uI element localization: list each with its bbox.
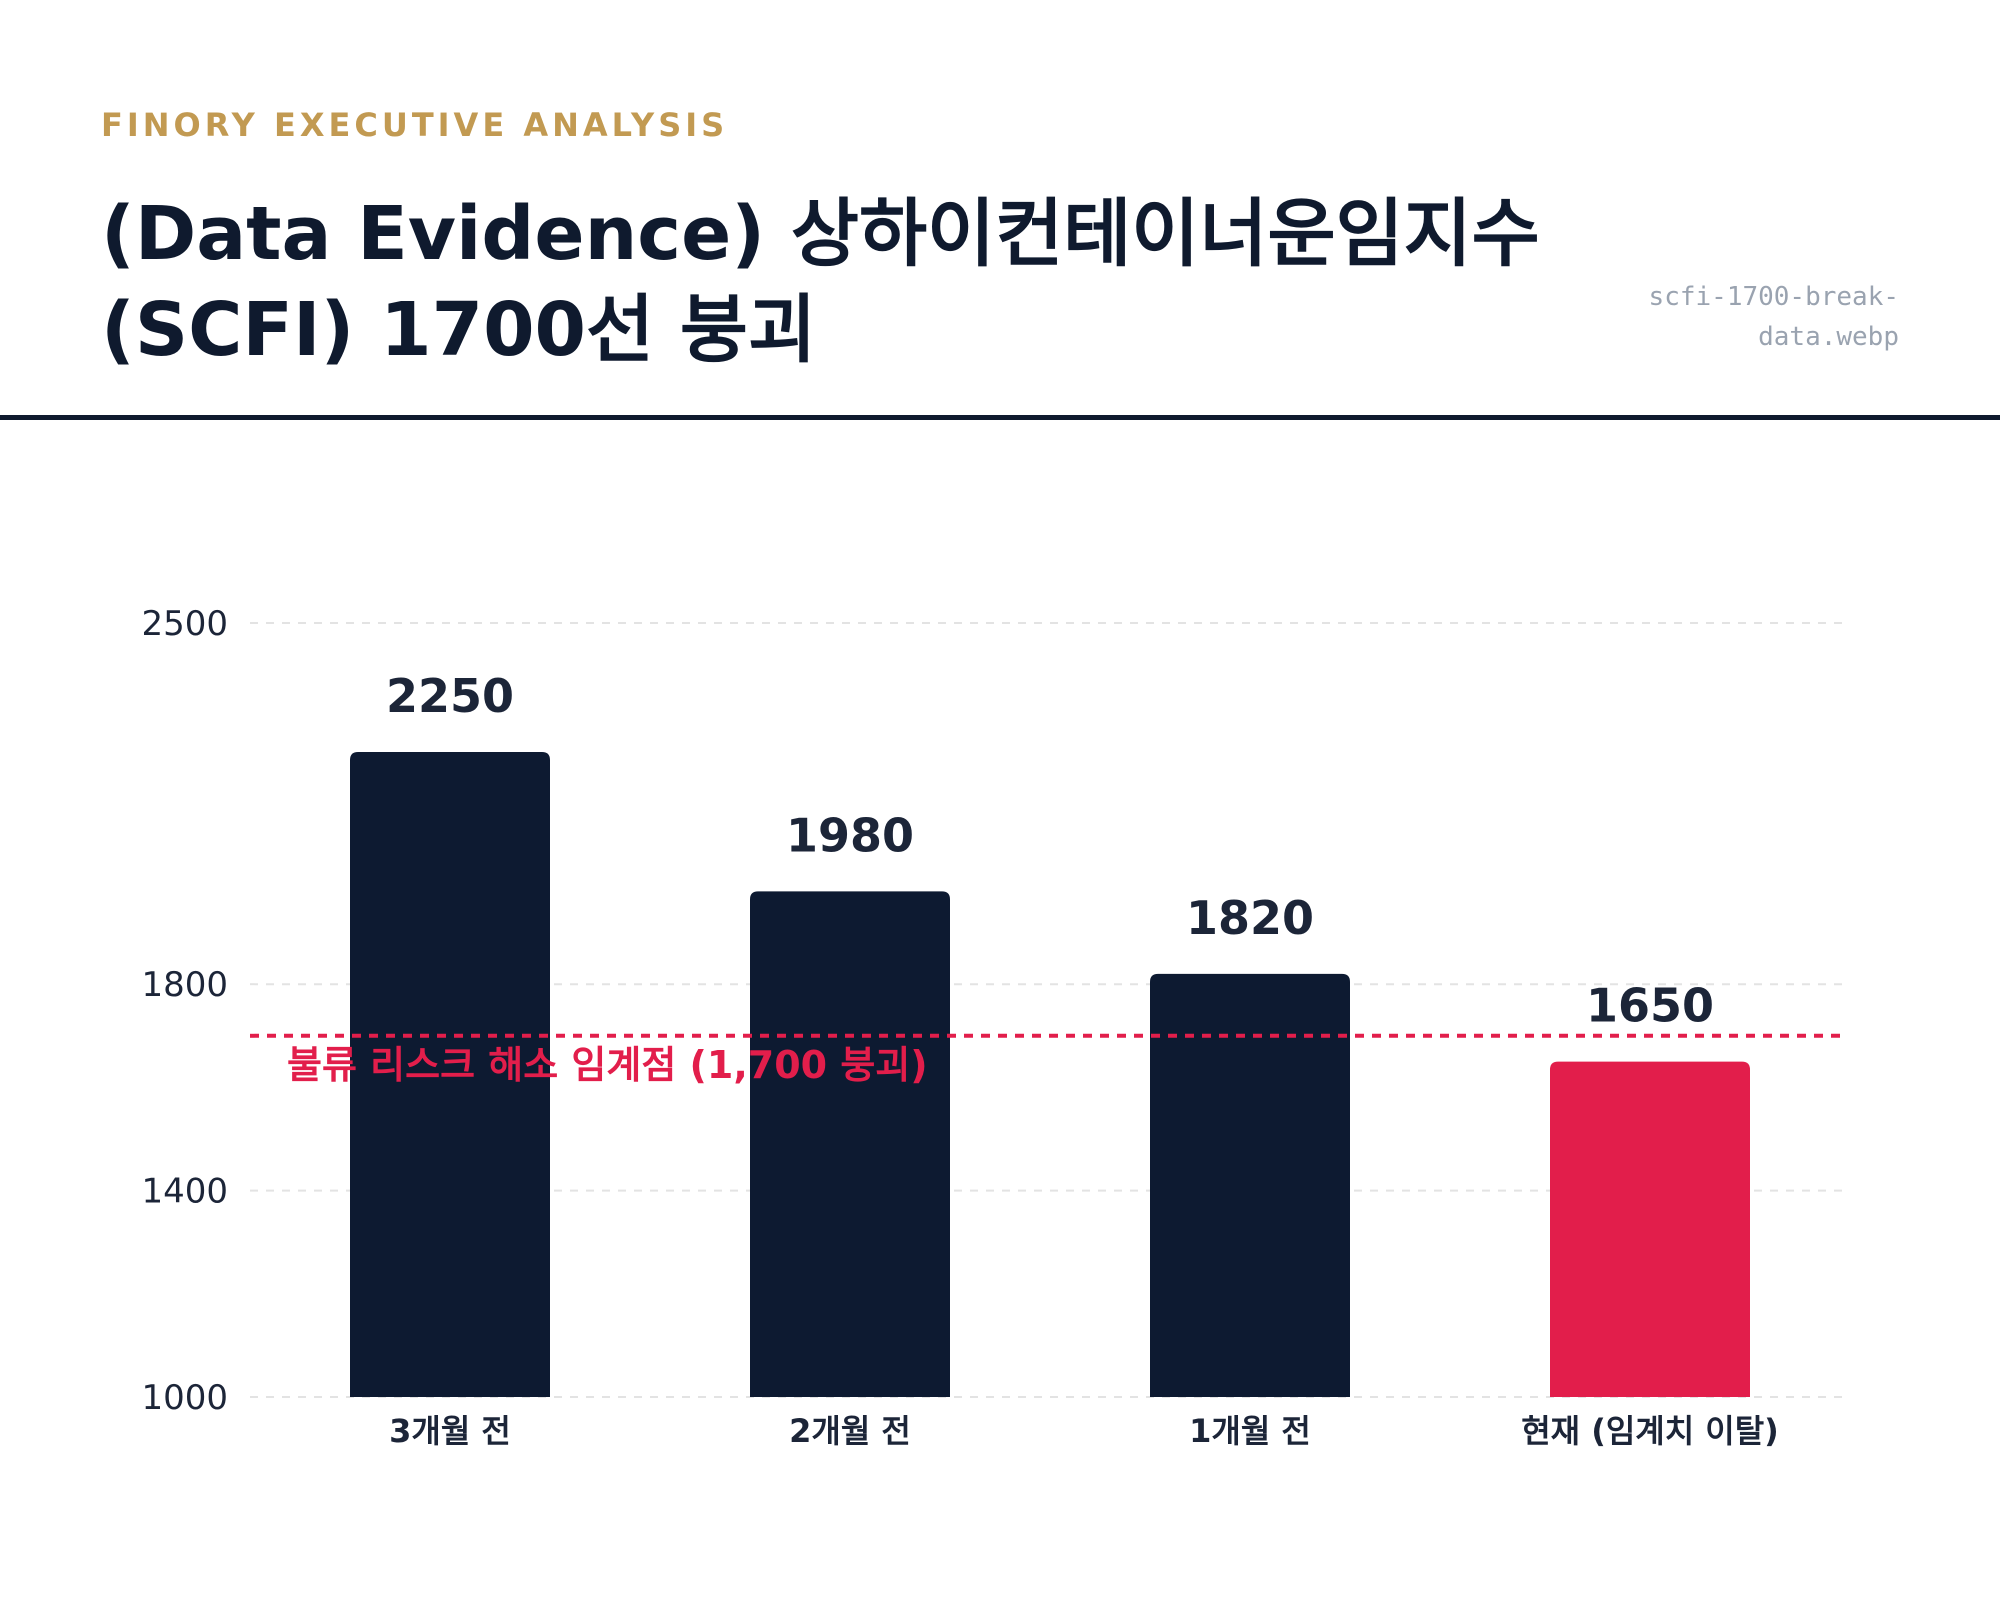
category-label: 2개월 전 — [789, 1412, 911, 1450]
file-name: scfi-1700-break- data.webp — [1579, 277, 1899, 357]
value-labels: 2250 1980 1820 1650 — [386, 669, 1714, 1033]
file-name-line-2: data.webp — [1758, 322, 1899, 352]
y-tick-label: 1800 — [141, 965, 228, 1005]
category-labels: 3개월 전 2개월 전 1개월 전 현재 (임계치 이탈) — [389, 1412, 1779, 1450]
y-tick-label: 1000 — [141, 1378, 228, 1418]
reference-line-group: 불류 리스크 해소 임계점 (1,700 붕괴) — [250, 1033, 1848, 1087]
header-divider — [0, 415, 2000, 420]
y-tick-label: 2500 — [141, 604, 228, 644]
value-label: 1650 — [1586, 979, 1714, 1033]
bar — [350, 752, 550, 1397]
y-tick-label: 1400 — [141, 1172, 228, 1212]
value-label: 2250 — [386, 669, 514, 723]
bars — [350, 752, 1750, 1397]
category-label: 1개월 전 — [1189, 1412, 1311, 1450]
bar — [1150, 973, 1350, 1397]
page-title-line-2: (SCFI) 1700선 붕괴 — [101, 287, 817, 373]
file-name-line-1: scfi-1700-break- — [1648, 282, 1899, 312]
value-label: 1980 — [786, 808, 914, 862]
page-title-line-1: (Data Evidence) 상하이컨테이너운임지수 — [101, 191, 1540, 277]
page-title: (Data Evidence) 상하이컨테이너운임지수 (SCFI) 1700선… — [101, 186, 1601, 378]
y-axis-ticks: 1000 1400 1800 2500 — [141, 604, 228, 1418]
bar — [750, 891, 950, 1397]
bar — [1550, 1061, 1750, 1397]
category-label: 3개월 전 — [389, 1412, 511, 1450]
report-kicker: FINORY EXECUTIVE ANALYSIS — [101, 106, 729, 144]
value-label: 1820 — [1186, 891, 1314, 945]
category-label: 현재 (임계치 이탈) — [1521, 1412, 1779, 1450]
reference-line-label: 불류 리스크 해소 임계점 (1,700 붕괴) — [287, 1043, 928, 1087]
